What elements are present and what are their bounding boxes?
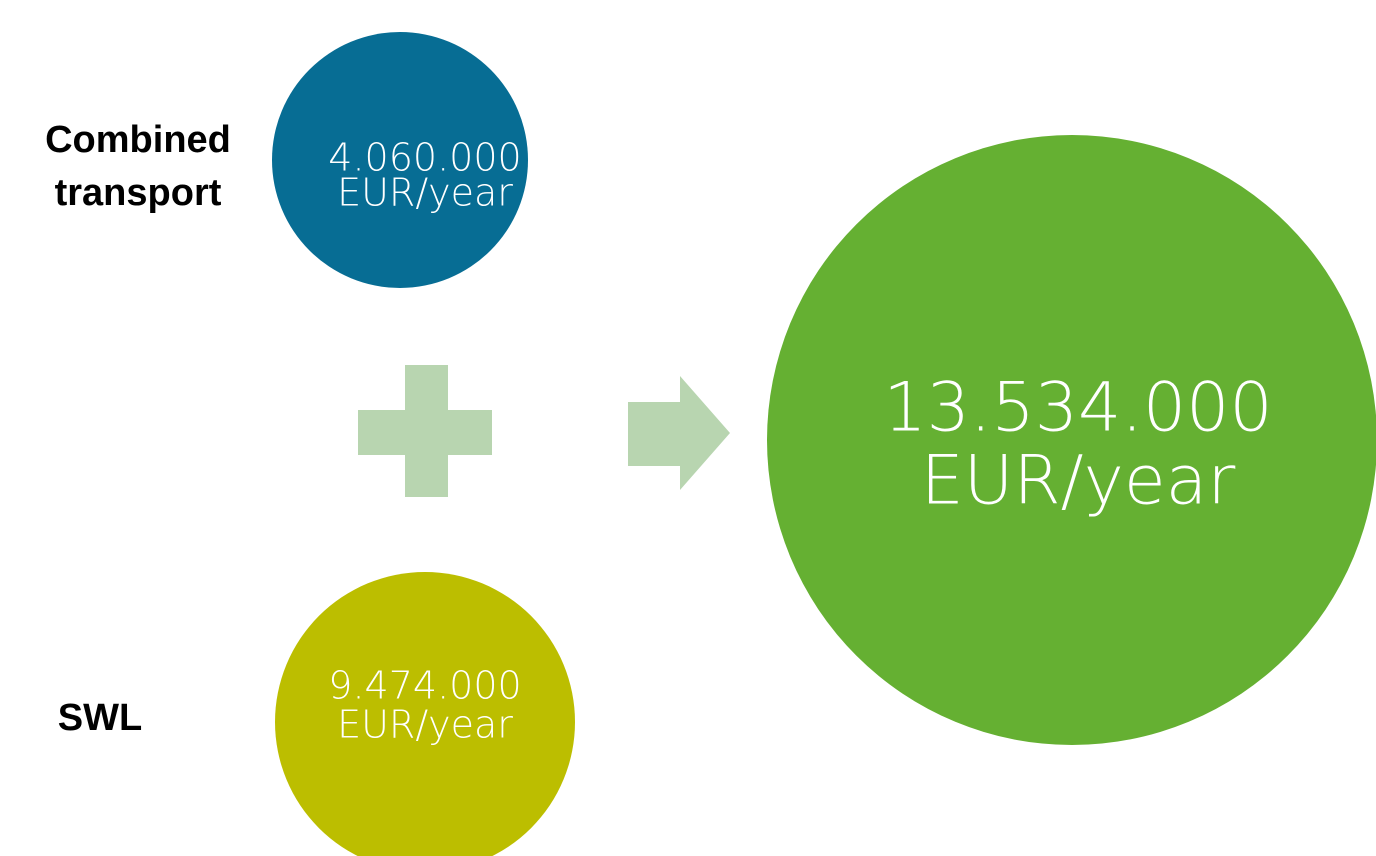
total-value: 13.534.000 xyxy=(883,369,1272,448)
input-value: 4.060.000 xyxy=(328,136,521,180)
total-unit: EUR/year xyxy=(921,442,1236,521)
input-circle xyxy=(272,32,528,288)
arrow xyxy=(628,376,730,490)
input-label: SWL xyxy=(58,697,142,739)
plus-sign xyxy=(358,365,492,497)
input-value: 9.474.000 xyxy=(328,664,521,708)
input-unit: EUR/year xyxy=(337,171,513,215)
input-circle xyxy=(275,572,575,856)
input-label: transport xyxy=(55,172,222,214)
input-label: Combined xyxy=(45,119,231,161)
total-circle xyxy=(767,135,1376,745)
input-unit: EUR/year xyxy=(337,703,513,747)
